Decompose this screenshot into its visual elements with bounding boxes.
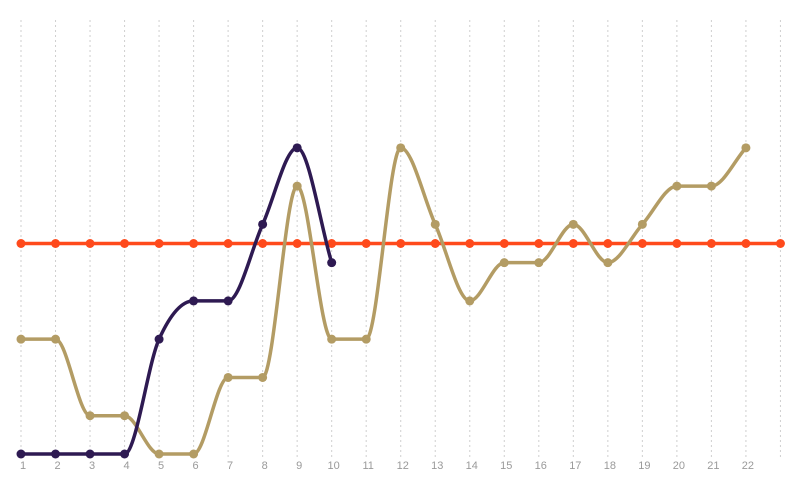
x-tick-label: 13 <box>431 460 443 472</box>
x-tick-label: 15 <box>500 460 512 472</box>
data-point <box>327 258 337 268</box>
data-point <box>189 296 199 306</box>
x-tick-label: 6 <box>193 460 199 472</box>
x-tick-label: 22 <box>742 460 754 472</box>
data-point <box>154 449 164 459</box>
data-point <box>120 449 130 459</box>
data-point <box>258 219 268 229</box>
x-tick-label: 2 <box>54 460 60 472</box>
data-point <box>706 181 716 191</box>
data-point <box>258 372 268 382</box>
data-point <box>534 239 544 248</box>
x-tick-label: 7 <box>227 460 233 472</box>
x-tick-label: 8 <box>262 460 268 472</box>
x-tick-label: 12 <box>397 460 409 472</box>
data-point <box>361 334 371 344</box>
data-point <box>85 411 95 421</box>
data-point <box>154 239 164 248</box>
data-point <box>85 239 95 248</box>
data-point <box>361 239 371 248</box>
data-point <box>396 239 406 248</box>
x-tick-label: 16 <box>535 460 547 472</box>
x-tick-label: 11 <box>362 460 373 472</box>
x-tick-label: 3 <box>89 460 95 472</box>
data-point <box>499 258 509 268</box>
series-line <box>19 146 748 456</box>
data-point <box>223 296 233 306</box>
data-point <box>120 411 130 421</box>
data-point <box>637 239 647 248</box>
x-tick-label: 20 <box>673 460 685 472</box>
data-point <box>706 239 716 248</box>
data-point <box>465 296 475 306</box>
data-point <box>16 449 26 459</box>
data-point <box>672 239 682 248</box>
data-point <box>51 449 61 459</box>
data-point <box>85 449 95 459</box>
data-point <box>775 239 785 248</box>
data-point <box>603 239 613 248</box>
data-point <box>327 334 337 344</box>
x-tick-label: 4 <box>123 460 129 472</box>
data-point <box>51 334 61 344</box>
x-tick-label: 18 <box>604 460 616 472</box>
x-tick-label: 10 <box>328 460 340 472</box>
x-tick-label: 14 <box>466 460 478 472</box>
x-tick-label: 5 <box>158 460 164 472</box>
x-tick-label: 19 <box>638 460 650 472</box>
data-point <box>465 239 475 248</box>
data-point <box>16 334 26 344</box>
data-point <box>292 143 302 153</box>
data-point <box>568 219 578 229</box>
data-point <box>534 258 544 268</box>
data-point <box>292 239 302 248</box>
data-point <box>51 239 61 248</box>
series-line <box>19 146 334 456</box>
x-tick-label: 21 <box>707 460 719 472</box>
data-point <box>396 143 406 153</box>
data-point <box>430 239 440 248</box>
data-point <box>637 219 647 229</box>
data-point <box>223 239 233 248</box>
data-point <box>154 334 164 344</box>
x-tick-label: 9 <box>296 460 302 472</box>
data-point <box>189 239 199 248</box>
data-point <box>292 181 302 191</box>
data-point <box>741 239 751 248</box>
data-point <box>568 239 578 248</box>
data-point <box>223 372 233 382</box>
data-point <box>430 219 440 229</box>
data-point <box>741 143 751 153</box>
x-tick-label: 17 <box>569 460 581 472</box>
data-point <box>258 239 268 248</box>
data-point <box>603 258 613 268</box>
data-point <box>672 181 682 191</box>
data-point <box>499 239 509 248</box>
data-point <box>120 239 130 248</box>
data-point <box>327 239 337 248</box>
x-tick-label: 1 <box>20 460 26 472</box>
data-point <box>189 449 199 459</box>
data-point <box>16 239 26 248</box>
